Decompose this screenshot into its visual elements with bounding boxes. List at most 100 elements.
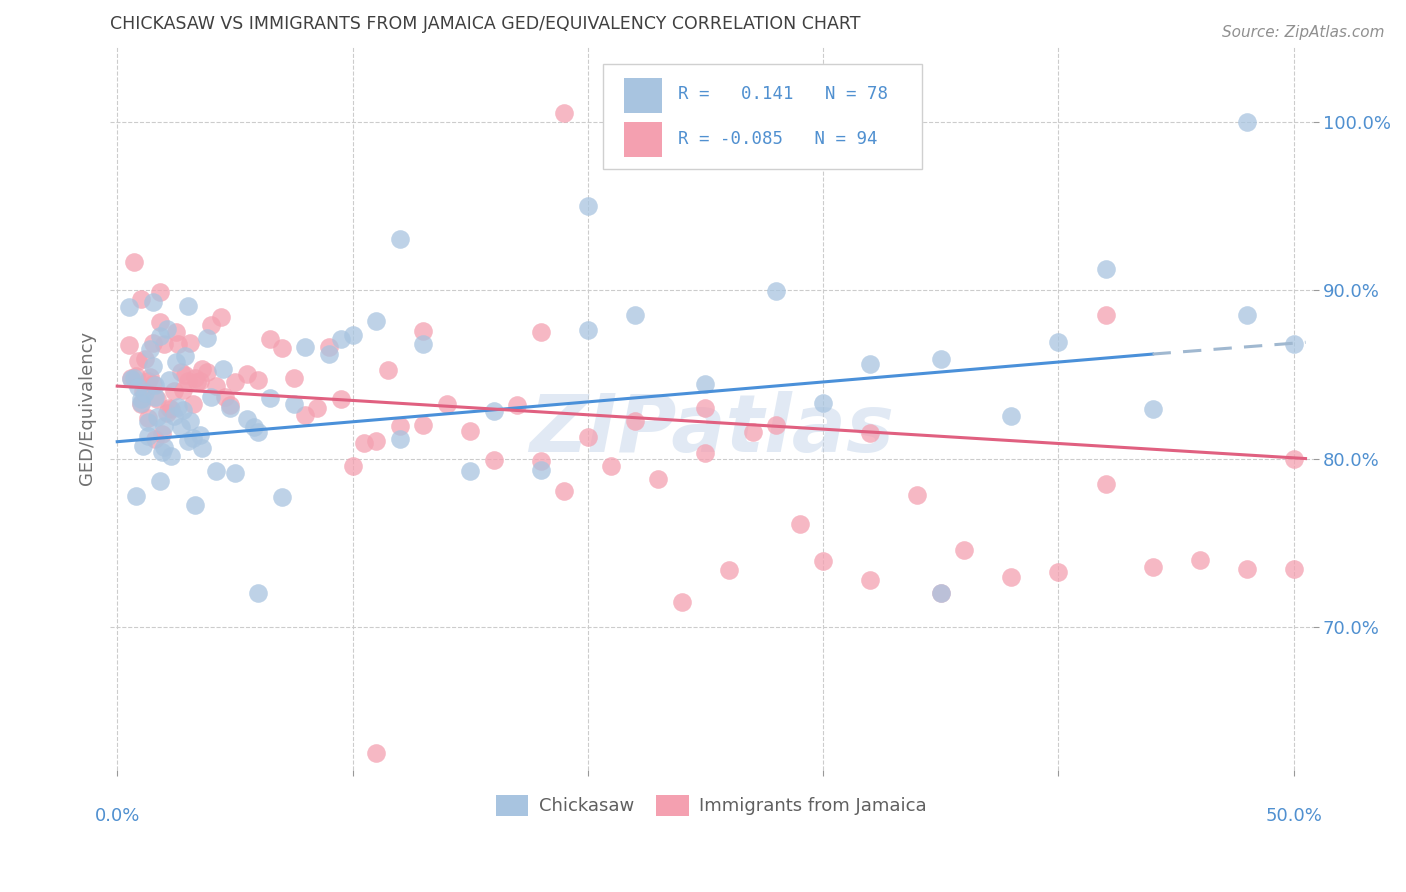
Point	[318, 340, 340, 354]
Point	[506, 398, 529, 412]
Point	[209, 310, 232, 325]
Point	[695, 376, 717, 391]
Point	[235, 412, 257, 426]
Point	[271, 490, 294, 504]
Point	[1094, 308, 1116, 322]
Point	[163, 384, 186, 398]
Point	[118, 300, 141, 314]
Point	[153, 337, 176, 351]
Point	[695, 446, 717, 460]
Point	[186, 376, 208, 390]
Point	[150, 427, 173, 442]
Point	[482, 404, 505, 418]
Point	[134, 386, 156, 401]
Point	[120, 371, 142, 385]
Point	[139, 343, 162, 357]
Point	[172, 403, 194, 417]
Point	[377, 363, 399, 377]
Point	[141, 336, 163, 351]
Point	[1142, 402, 1164, 417]
Point	[212, 362, 235, 376]
Point	[576, 199, 599, 213]
Point	[235, 367, 257, 381]
Point	[125, 489, 148, 503]
Bar	[624, 121, 662, 156]
Point	[177, 374, 200, 388]
Point	[247, 425, 270, 440]
Point	[167, 337, 190, 351]
Text: Source: ZipAtlas.com: Source: ZipAtlas.com	[1222, 25, 1385, 40]
Point	[1094, 476, 1116, 491]
Point	[191, 441, 214, 455]
Point	[811, 396, 834, 410]
Point	[1236, 308, 1258, 322]
Point	[329, 392, 352, 407]
Text: 0.0%: 0.0%	[94, 807, 141, 825]
Point	[141, 359, 163, 374]
Point	[153, 419, 176, 434]
Point	[530, 454, 553, 468]
Point	[412, 324, 434, 338]
Point	[1282, 562, 1305, 576]
Point	[271, 341, 294, 355]
Point	[1236, 114, 1258, 128]
Point	[160, 402, 183, 417]
Point	[329, 332, 352, 346]
Point	[388, 432, 411, 446]
Point	[765, 284, 787, 298]
Point	[718, 564, 741, 578]
Point	[118, 338, 141, 352]
Point	[188, 374, 211, 388]
Point	[671, 595, 693, 609]
Point	[136, 375, 159, 389]
Text: R = -0.085   N = 94: R = -0.085 N = 94	[678, 130, 877, 148]
Point	[283, 397, 305, 411]
Point	[195, 331, 218, 345]
Point	[122, 371, 145, 385]
Point	[120, 372, 142, 386]
Point	[482, 452, 505, 467]
Point	[143, 432, 166, 446]
Point	[184, 498, 207, 512]
Point	[1047, 565, 1070, 579]
Point	[205, 464, 228, 478]
Point	[458, 424, 481, 438]
Point	[600, 458, 623, 473]
Point	[139, 369, 162, 384]
Point	[412, 417, 434, 432]
Point	[157, 401, 180, 416]
Point	[929, 586, 952, 600]
Point	[929, 351, 952, 366]
Point	[811, 553, 834, 567]
Point	[458, 464, 481, 478]
Point	[224, 467, 246, 481]
Point	[195, 365, 218, 379]
Point	[364, 434, 387, 448]
Point	[170, 365, 193, 379]
Text: 50.0%: 50.0%	[1265, 807, 1322, 825]
Point	[122, 255, 145, 269]
Point	[177, 299, 200, 313]
Point	[929, 586, 952, 600]
Point	[219, 398, 242, 412]
Point	[294, 409, 316, 423]
Point	[242, 420, 264, 434]
Point	[1000, 409, 1022, 423]
Point	[125, 368, 148, 383]
Point	[576, 323, 599, 337]
Point	[1000, 570, 1022, 584]
Point	[165, 354, 187, 368]
Point	[530, 325, 553, 339]
Point	[530, 463, 553, 477]
Point	[647, 472, 669, 486]
Point	[188, 427, 211, 442]
Point	[132, 439, 155, 453]
Point	[129, 392, 152, 407]
Point	[148, 314, 170, 328]
Point	[167, 400, 190, 414]
Point	[146, 392, 169, 406]
Point	[177, 434, 200, 449]
Point	[179, 414, 201, 428]
Point	[342, 328, 364, 343]
Point	[765, 417, 787, 432]
